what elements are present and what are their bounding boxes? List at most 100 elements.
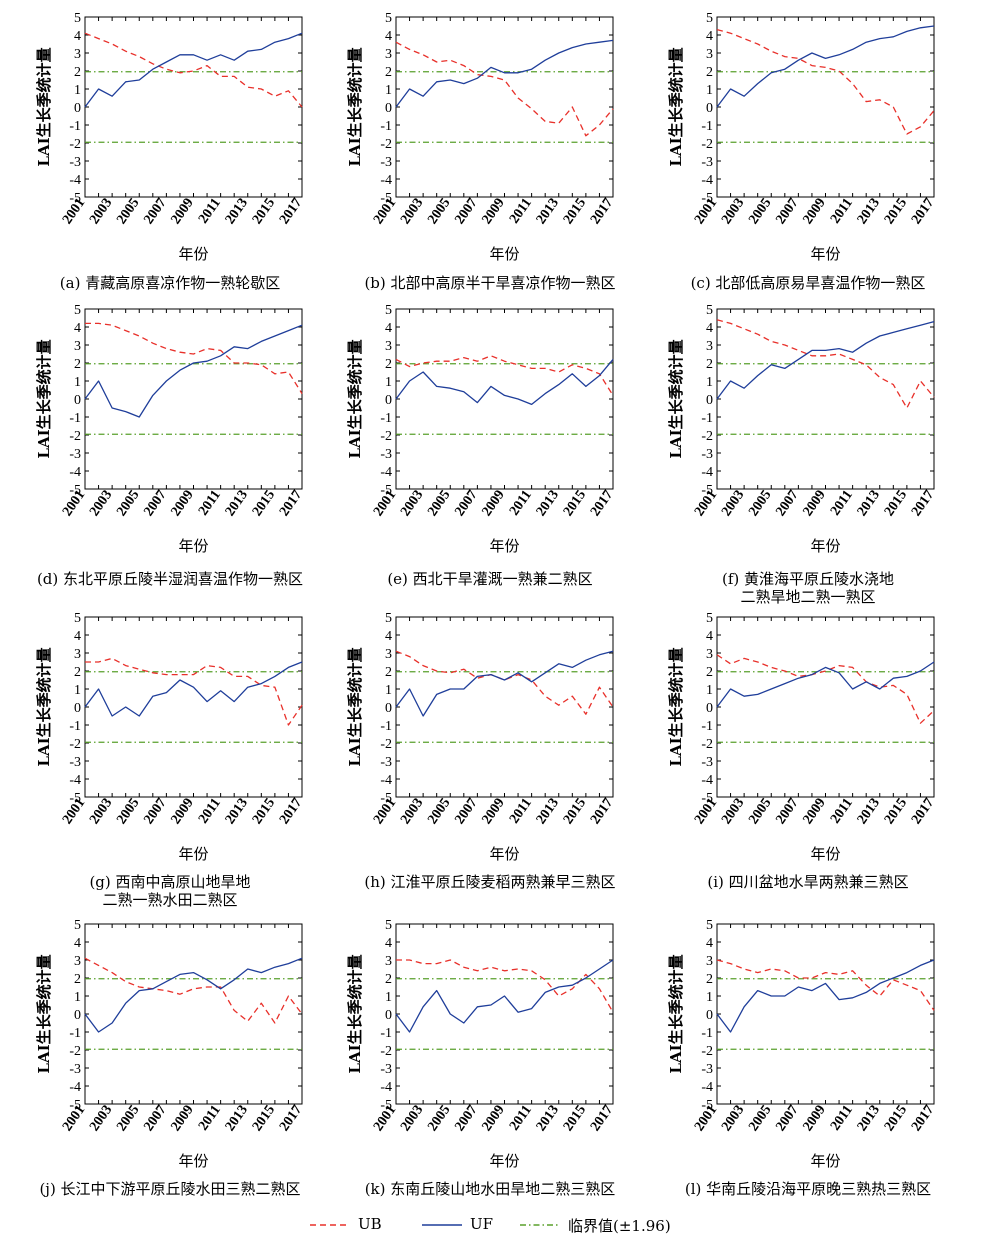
x-tick-label: 2003 — [398, 196, 426, 228]
legend: UB UF 临界值(±1.96) — [0, 1212, 1000, 1238]
series-line-uf — [84, 957, 303, 1033]
x-tick-label: 2015 — [561, 488, 589, 520]
y-tick-label: -3 — [69, 755, 81, 770]
x-tick-label: 2011 — [828, 488, 856, 519]
y-tick-label: 2 — [706, 972, 713, 987]
y-tick-label: 3 — [385, 954, 392, 969]
series-line-ub — [396, 959, 614, 1013]
y-tick-label: 4 — [706, 936, 713, 951]
plot-frame — [716, 923, 935, 1105]
x-axis-label: 年份 — [810, 845, 840, 863]
legend-swatch-ub — [310, 1224, 350, 1226]
x-tick-label: 2007 — [141, 1103, 169, 1135]
y-tick-label: 0 — [385, 101, 392, 116]
y-tick-label: -4 — [380, 173, 392, 188]
y-tick-label: -5 — [701, 191, 713, 206]
y-tick-label: -1 — [701, 119, 713, 134]
y-tick-label: -5 — [69, 483, 81, 498]
caption-line: (l) 华南丘陵沿海平原晚三熟热三熟区 — [684, 1180, 932, 1198]
y-tick-label: -4 — [380, 1080, 392, 1095]
panel-caption-k: (k) 东南丘陵山地水田旱地二熟三熟区 — [330, 1180, 650, 1198]
x-tick-label: 2007 — [141, 796, 169, 828]
y-tick-label: -3 — [380, 155, 392, 170]
y-tick-label: -5 — [69, 1098, 81, 1113]
y-tick-label: -1 — [69, 1026, 81, 1041]
x-tick-label: 2003 — [719, 488, 747, 520]
y-tick-label: -3 — [69, 155, 81, 170]
x-tick-label: 2013 — [223, 1103, 251, 1135]
panel-caption-g: (g) 西南中高原山地旱地 二熟一熟水田二熟区 — [10, 873, 330, 909]
y-tick-label: 3 — [385, 339, 392, 354]
y-tick-label: 2 — [706, 357, 713, 372]
caption-line: (c) 北部低高原易旱喜温作物一熟区 — [690, 274, 926, 292]
y-axis-label: LAI生长季统计量 — [667, 339, 685, 458]
x-tick-label: 2001 — [371, 796, 399, 828]
y-tick-label: -2 — [69, 137, 81, 152]
series-line-uf — [395, 39, 614, 108]
x-tick-label: 2007 — [141, 488, 169, 520]
y-axis-label: LAI生长季统计量 — [35, 47, 53, 166]
x-tick-label: 2005 — [114, 196, 142, 228]
x-tick-label: 2009 — [800, 196, 828, 228]
x-tick-label: 2003 — [719, 796, 747, 828]
y-tick-label: -5 — [69, 791, 81, 806]
plot-frame — [716, 16, 935, 198]
plot-frame — [395, 16, 614, 198]
x-tick-label: 2009 — [479, 1103, 507, 1135]
y-tick-label: 2 — [385, 65, 392, 80]
caption-line: 二熟旱地二熟一熟区 — [740, 588, 876, 606]
y-tick-label: 4 — [74, 321, 81, 336]
y-axis-label: LAI生长季统计量 — [346, 954, 364, 1073]
caption-line: (k) 东南丘陵山地水田旱地二熟三熟区 — [364, 1180, 616, 1198]
panel-caption-l: (l) 华南丘陵沿海平原晚三熟热三熟区 — [648, 1180, 968, 1198]
caption-line: (e) 西北干旱灌溉一熟兼二熟区 — [387, 570, 593, 588]
plot-frame — [84, 616, 303, 798]
x-tick-label: 2007 — [773, 488, 801, 520]
x-tick-label: 2003 — [87, 1103, 115, 1135]
y-axis-label: LAI生长季统计量 — [667, 47, 685, 166]
panel-caption-c: (c) 北部低高原易旱喜温作物一熟区 — [648, 274, 968, 292]
caption-line: (f) 黄淮海平原丘陵水浇地 — [721, 570, 895, 588]
x-tick-label: 2011 — [196, 488, 224, 519]
y-tick-label: 5 — [385, 11, 392, 26]
y-tick-label: -1 — [380, 119, 392, 134]
y-tick-label: -1 — [69, 719, 81, 734]
x-tick-label: 2005 — [425, 1103, 453, 1135]
series-line-uf — [395, 358, 614, 406]
x-tick-label: 2009 — [168, 488, 196, 520]
x-tick-label: 2017 — [909, 796, 937, 828]
y-tick-label: 0 — [74, 393, 81, 408]
plot-frame — [716, 308, 935, 490]
x-tick-label: 2005 — [114, 796, 142, 828]
x-tick-label: 2005 — [114, 1103, 142, 1135]
y-tick-label: -1 — [380, 411, 392, 426]
series-line-uf — [84, 324, 303, 418]
series-line-ub — [85, 322, 303, 394]
plot-frame — [395, 308, 614, 490]
x-tick-label: 2013 — [534, 796, 562, 828]
y-tick-label: 2 — [385, 357, 392, 372]
y-tick-label: -3 — [701, 155, 713, 170]
x-tick-label: 2007 — [773, 196, 801, 228]
y-tick-label: 1 — [74, 683, 81, 698]
x-tick-label: 2005 — [425, 796, 453, 828]
y-tick-label: -5 — [701, 483, 713, 498]
y-tick-label: -2 — [380, 737, 392, 752]
x-tick-label: 2001 — [60, 796, 88, 828]
y-tick-label: -4 — [69, 773, 81, 788]
x-tick-label: 2017 — [588, 1103, 616, 1135]
x-tick-label: 2005 — [746, 1103, 774, 1135]
x-tick-label: 2003 — [719, 196, 747, 228]
y-tick-label: 2 — [74, 65, 81, 80]
y-tick-label: 0 — [385, 701, 392, 716]
y-tick-label: 0 — [385, 393, 392, 408]
x-tick-label: 2001 — [60, 488, 88, 520]
panel-caption-d: (d) 东北平原丘陵半湿润喜温作物一熟区 — [10, 570, 330, 588]
plot-frame — [395, 923, 614, 1105]
y-tick-label: -3 — [701, 447, 713, 462]
y-axis-label: LAI生长季统计量 — [35, 954, 53, 1073]
x-tick-label: 2007 — [773, 1103, 801, 1135]
